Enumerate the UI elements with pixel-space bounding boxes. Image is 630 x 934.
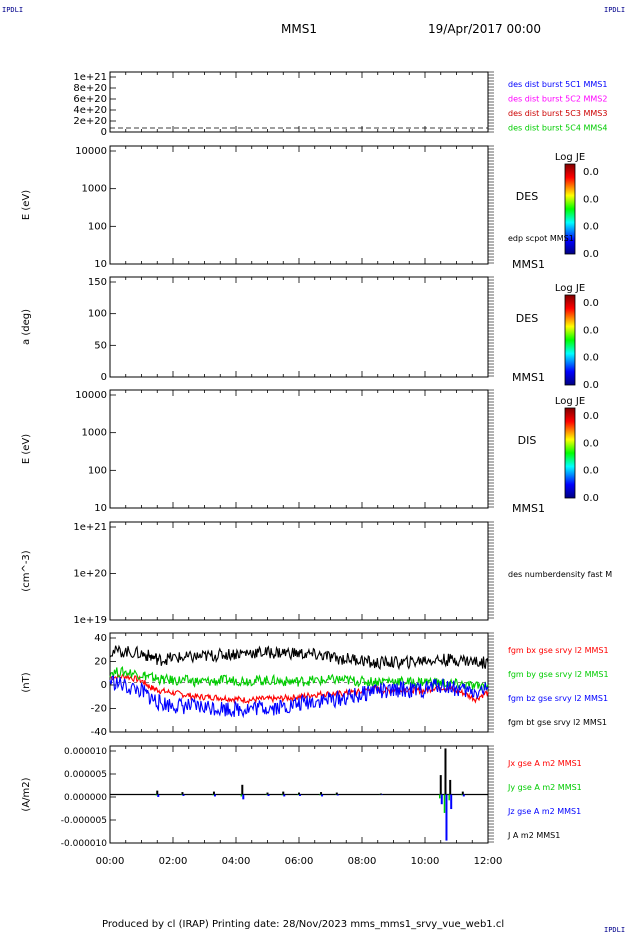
x-tick-label: 06:00	[285, 856, 314, 867]
y-tick-label-6: 0.000010	[64, 747, 107, 757]
x-tick-label: 00:00	[96, 856, 125, 867]
x-tick-label: 04:00	[222, 856, 251, 867]
y-tick-label-5: -20	[91, 704, 107, 715]
y-tick-label-0: 1e+21	[73, 72, 107, 83]
series-line-bt	[109, 644, 489, 671]
corner-label-bottom-right: IPDLI	[604, 926, 626, 934]
y-tick-label-2: 50	[94, 340, 107, 351]
y-tick-label-3: 1000	[82, 428, 107, 439]
colorbar-tick-1: 0.0	[583, 222, 599, 233]
spacecraft-label-1: MMS1	[512, 258, 545, 271]
legend-entry-burst: des dist burst 5C2 MMS2	[508, 95, 607, 104]
x-tick-label: 02:00	[159, 856, 188, 867]
colorbar-tick-3: 0.0	[583, 493, 599, 504]
y-axis-label-6: (A/m2)	[21, 777, 32, 811]
y-axis-label-4: (cm^-3)	[21, 550, 32, 591]
colorbar-2	[564, 294, 576, 386]
panel-frame-0	[109, 71, 489, 133]
y-axis-label-2: a (deg)	[21, 309, 32, 345]
y-tick-label-4: 1e+20	[73, 569, 107, 580]
colorbar-tick-2: 0.0	[583, 353, 599, 364]
colorbar-tick-1: 0.0	[583, 249, 599, 260]
y-tick-label-6: 0.000000	[64, 793, 107, 803]
spacecraft-title: MMS1	[281, 22, 317, 36]
panel-frame-4	[109, 521, 489, 621]
legend-entry-current-0: Jx gse A m2 MMS1	[507, 759, 582, 768]
legend-entry-burst: des dist burst 5C4 MMS4	[508, 124, 607, 133]
y-tick-label-5: 0	[101, 680, 107, 691]
y-tick-label-3: 10000	[75, 390, 107, 401]
series-line-by	[109, 665, 489, 691]
y-tick-label-1: 100	[88, 221, 107, 232]
y-tick-label-1: 10	[94, 259, 107, 270]
colorbar-1	[564, 163, 576, 255]
corner-label-left: IPDLI	[2, 6, 24, 14]
y-tick-label-0: 0	[101, 127, 107, 138]
y-axis-label-1: E (eV)	[21, 190, 32, 220]
y-tick-label-4: 1e+19	[73, 615, 107, 626]
y-tick-label-3: 100	[88, 465, 107, 476]
y-axis-label-5: (nT)	[21, 672, 32, 692]
y-tick-label-6: -0.000005	[61, 816, 107, 826]
panel-label-1: DES	[516, 190, 538, 203]
y-tick-label-5: -40	[91, 727, 107, 738]
series-line-bz	[109, 675, 489, 719]
legend-entry-bt: fgm bt gse srvy l2 MMS1	[508, 718, 607, 727]
y-tick-label-0: 8e+20	[73, 83, 107, 94]
colorbar-tick-2: 0.0	[583, 380, 599, 391]
legend-entry-burst: des dist burst 5C1 MMS1	[508, 80, 607, 89]
y-tick-label-3: 10	[94, 503, 107, 514]
spacecraft-label-3: MMS1	[512, 502, 545, 515]
colorbar-title-1: Log JE	[555, 152, 585, 163]
legend-entry-bz: fgm bz gse srvy l2 MMS1	[508, 694, 608, 703]
y-tick-label-4: 1e+21	[73, 522, 107, 533]
legend-entry-current-3: J A m2 MMS1	[507, 831, 560, 840]
y-tick-label-0: 2e+20	[73, 116, 107, 127]
colorbar-title-2: Log JE	[555, 283, 585, 294]
colorbar-title-3: Log JE	[555, 396, 585, 407]
colorbar-tick-2: 0.0	[583, 325, 599, 336]
colorbar-tick-3: 0.0	[583, 411, 599, 422]
legend-entry-density: des numberdensity fast M	[508, 570, 612, 579]
x-tick-label: 12:00	[474, 856, 503, 867]
y-tick-label-2: 100	[88, 309, 107, 320]
panel-label-2: DES	[516, 312, 538, 325]
x-tick-label: 10:00	[411, 856, 440, 867]
x-tick-label: 08:00	[348, 856, 377, 867]
panel-frame-2	[109, 276, 489, 378]
colorbar-tick-3: 0.0	[583, 438, 599, 449]
corner-label-right: IPDLI	[604, 6, 626, 14]
y-tick-label-1: 10000	[75, 146, 107, 157]
colorbar-tick-3: 0.0	[583, 466, 599, 477]
datetime-title: 19/Apr/2017 00:00	[428, 22, 542, 36]
colorbar-3	[564, 407, 576, 499]
legend-entry-burst: des dist burst 5C3 MMS3	[508, 109, 607, 118]
y-tick-label-0: 4e+20	[73, 105, 107, 116]
y-tick-label-6: -0.000010	[61, 839, 107, 849]
y-tick-label-0: 6e+20	[73, 94, 107, 105]
legend-entry-current-2: Jz gse A m2 MMS1	[507, 807, 581, 816]
legend-entry-by: fgm by gse srvy l2 MMS1	[508, 670, 609, 679]
legend-entry-current-1: Jy gse A m2 MMS1	[507, 783, 582, 792]
y-axis-label-3: E (eV)	[21, 434, 32, 464]
extra-label-1: edp scpot MMS1	[508, 234, 574, 243]
y-tick-label-6: 0.000005	[64, 770, 107, 780]
y-tick-label-2: 0	[101, 372, 107, 383]
legend-entry-bx: fgm bx gse srvy l2 MMS1	[508, 646, 609, 655]
footer-text: Produced by cl (IRAP) Printing date: 28/…	[102, 919, 505, 930]
y-tick-label-5: 20	[94, 657, 107, 668]
spacecraft-label-2: MMS1	[512, 371, 545, 384]
y-tick-label-5: 40	[94, 633, 107, 644]
panel-frame-3	[109, 389, 489, 509]
panel-frame-1	[109, 145, 489, 265]
panel-label-3: DIS	[518, 434, 537, 447]
y-tick-label-1: 1000	[82, 184, 107, 195]
colorbar-tick-2: 0.0	[583, 298, 599, 309]
colorbar-tick-1: 0.0	[583, 167, 599, 178]
colorbar-tick-1: 0.0	[583, 194, 599, 205]
y-tick-label-2: 150	[88, 277, 107, 288]
